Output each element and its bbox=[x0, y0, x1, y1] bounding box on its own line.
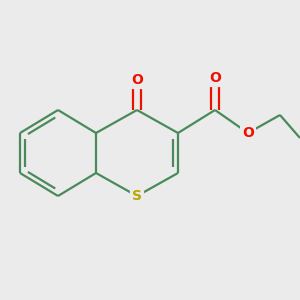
Text: O: O bbox=[242, 126, 254, 140]
Text: S: S bbox=[132, 189, 142, 203]
Text: O: O bbox=[131, 73, 143, 87]
Text: O: O bbox=[209, 71, 221, 85]
